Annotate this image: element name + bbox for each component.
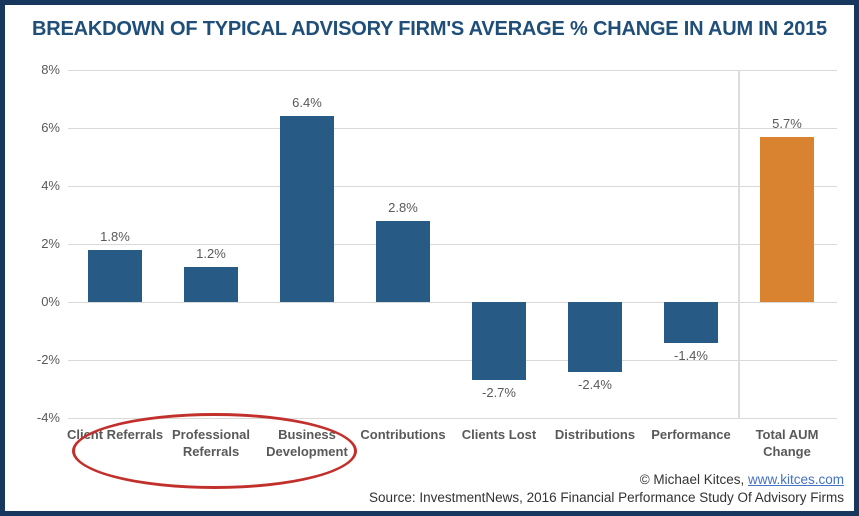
bar-performance <box>664 302 718 343</box>
bar-contributions <box>376 220 430 302</box>
separator-line <box>738 70 740 418</box>
gridline <box>68 128 837 129</box>
gridline <box>68 70 837 71</box>
bar-value-label: 5.7% <box>772 115 802 131</box>
bar-business-development <box>280 116 334 302</box>
y-axis-tick-label: 8% <box>41 62 60 77</box>
x-axis-category-label: Professional Referrals <box>171 427 251 459</box>
x-axis-category-label: Total AUM Change <box>755 427 819 459</box>
gridline <box>68 186 837 187</box>
bar-value-label: 2.8% <box>388 199 418 215</box>
x-axis-category-label: Clients Lost <box>461 427 537 442</box>
plot-area: 8% 6% 4% 2% 0% -2% -4% 1.8% Client Referrals 1.2%… <box>37 62 837 459</box>
bar-professional-referrals <box>184 267 238 302</box>
bar-value-label: -2.4% <box>578 376 612 392</box>
kitces-link[interactable]: www.kitces.com <box>747 472 844 487</box>
x-axis-category-label: Distributions <box>554 427 636 442</box>
footer-credit: © Michael Kitces, www.kitces.com <box>640 472 844 487</box>
bar-clients-lost <box>472 302 526 381</box>
gridline <box>68 418 837 419</box>
x-axis-category-label: Contributions <box>360 427 446 442</box>
y-axis-tick-label: 0% <box>41 294 60 309</box>
bar-distributions <box>568 302 622 372</box>
credit-text: © Michael Kitces, <box>639 472 748 487</box>
y-axis-tick-label: 2% <box>41 236 60 251</box>
gridline <box>68 244 837 245</box>
bar-value-label: -1.4% <box>674 347 708 363</box>
x-axis-category-label: Performance <box>651 427 731 442</box>
bar-value-label: 6.4% <box>292 95 322 111</box>
y-axis-tick-label: -4% <box>36 410 60 425</box>
chart-title: BREAKDOWN OF TYPICAL ADVISORY FIRM'S AVE… <box>32 18 827 40</box>
bar-value-label: -2.7% <box>482 385 516 401</box>
gridline <box>68 302 837 303</box>
bar-total-aum-change <box>760 136 814 302</box>
y-axis-tick-label: 4% <box>41 178 60 193</box>
footer-source: Source: InvestmentNews, 2016 Financial P… <box>369 490 844 505</box>
bar-value-label: 1.2% <box>196 246 226 262</box>
bar-client-referrals <box>88 249 142 302</box>
x-axis-category-label: Business Development <box>266 427 348 459</box>
gridline <box>68 360 837 361</box>
bar-value-label: 1.8% <box>100 228 130 244</box>
y-axis-tick-label: -2% <box>36 352 60 367</box>
y-axis-tick-label: 6% <box>41 120 60 135</box>
x-axis-category-label: Client Referrals <box>66 427 164 442</box>
